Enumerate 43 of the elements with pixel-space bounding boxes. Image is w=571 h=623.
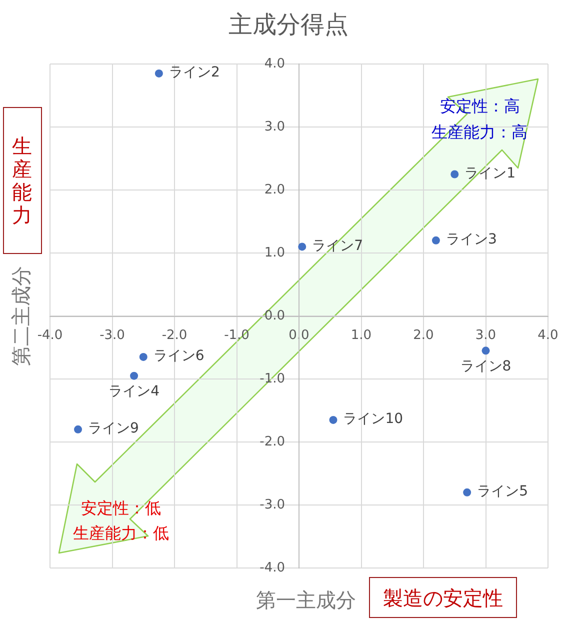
y-tick-label: 1.0 — [264, 245, 285, 260]
point — [450, 170, 459, 178]
annotation: ライン9 — [88, 420, 139, 437]
text: 製造の安定性 — [383, 586, 503, 610]
point — [463, 488, 472, 496]
y-tick-label: 4.0 — [264, 56, 285, 72]
annotation: ライン2 — [168, 64, 220, 81]
annotation: 生産能力：低 — [73, 523, 169, 543]
x-tick-label: 3.0 — [475, 328, 496, 344]
x-tick-label: 2.0 — [413, 328, 434, 344]
x-tick-label: 1.0 — [350, 328, 372, 344]
x-tick-label: -4.0 — [37, 328, 63, 344]
point — [432, 236, 440, 244]
x-tick-label: 0.0 — [288, 328, 310, 344]
y-tick-label: -1.0 — [260, 371, 285, 386]
chart-title: 主成分得点 — [228, 10, 348, 40]
y-tick-label: -4.0 — [260, 560, 285, 576]
annotation: ライン1 — [464, 165, 516, 182]
point — [298, 242, 306, 251]
x-tick-label: -3.0 — [100, 328, 125, 344]
annotation: ライン3 — [446, 232, 497, 248]
point — [139, 352, 148, 361]
point — [130, 372, 138, 380]
annotation: 安定性：低 — [81, 498, 161, 518]
y-tick-label: -3.0 — [260, 497, 285, 512]
point — [329, 416, 338, 424]
y-tick-label: -2.0 — [260, 434, 285, 450]
annotation: ライン6 — [153, 348, 204, 364]
x-tick-label: -2.0 — [162, 328, 188, 344]
point — [154, 69, 163, 78]
y-tick-label: 0.0 — [264, 308, 285, 324]
annotation: ライン10 — [343, 411, 404, 428]
annotation: ライン5 — [477, 484, 528, 500]
point — [482, 346, 490, 355]
text: 生産能力 — [12, 134, 32, 226]
y-tick-label: 3.0 — [264, 119, 285, 134]
annotation: ライン8 — [460, 358, 512, 374]
x-tick-label: 4.0 — [538, 328, 558, 344]
point — [74, 425, 82, 434]
annotation: ライン4 — [108, 383, 160, 400]
x-axis-title: 第一主成分 — [256, 588, 356, 612]
y-tick-label: 2.0 — [264, 182, 285, 198]
y-axis-title: 第二主成分 — [9, 266, 33, 366]
